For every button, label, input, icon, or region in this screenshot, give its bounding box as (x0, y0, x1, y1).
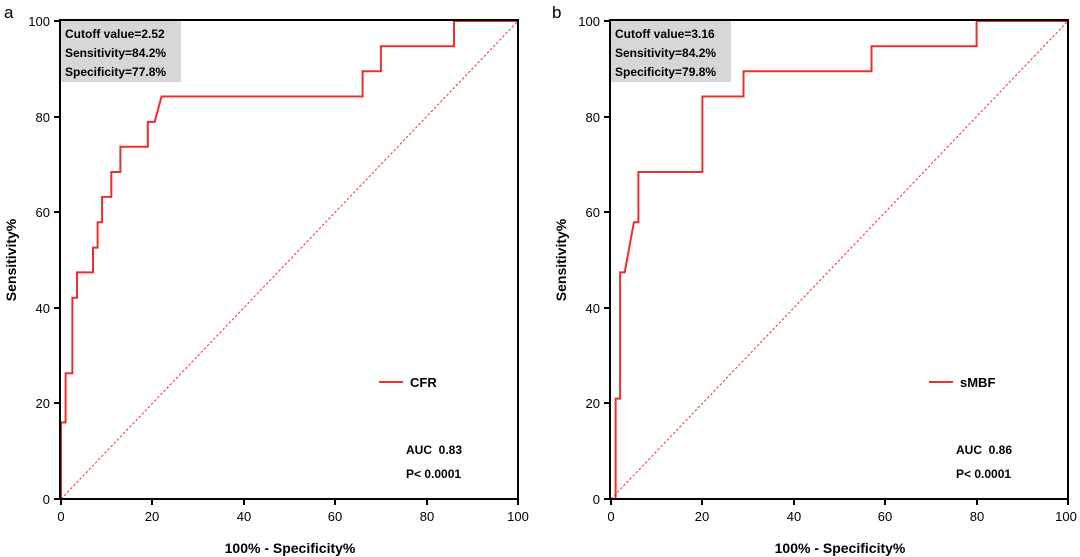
panel-b-plot-frame (609, 19, 1069, 500)
panel-a-sensitivity-text: Sensitivity=84.2% (65, 46, 166, 60)
panel-b-y-ticks: 0 20 40 60 80 100 (578, 14, 611, 507)
y-tick-label: 100 (28, 14, 50, 29)
y-tick-label: 20 (586, 396, 600, 411)
panel-b-reference-line (610, 20, 1069, 500)
x-tick-label: 40 (787, 509, 801, 524)
panel-a-legend: CFR (379, 375, 437, 390)
x-tick-label: 40 (237, 509, 251, 524)
x-tick-label: 60 (878, 509, 892, 524)
y-tick-label: 40 (586, 301, 600, 316)
panel-b: b Cutoff value=3.16 Sensitivity=84.2% Sp… (552, 3, 1077, 556)
panel-a-plot-frame (59, 19, 519, 500)
panel-b-p-value-text: P< 0.0001 (956, 467, 1011, 481)
x-tick-label: 100 (507, 509, 529, 524)
panel-a-info-box (61, 21, 181, 82)
y-tick-label: 60 (586, 205, 600, 220)
x-tick-label: 100 (1055, 509, 1077, 524)
panel-b-roc-curve (611, 20, 1068, 500)
x-tick-label: 20 (145, 509, 159, 524)
panel-a-specificity-text: Specificity=77.8% (65, 65, 166, 79)
panel-a-p-value-text: P< 0.0001 (406, 467, 461, 481)
y-tick-label: 0 (593, 492, 600, 507)
panel-b-info-box (611, 21, 731, 82)
panel-a-y-axis-label: Sensitivity% (3, 218, 19, 301)
x-tick-label: 0 (57, 509, 64, 524)
panel-a-letter: a (4, 3, 14, 22)
x-tick-label: 0 (607, 509, 614, 524)
panel-a-x-axis-label: 100% - Specificity% (225, 540, 356, 556)
panel-b-x-axis-label: 100% - Specificity% (775, 540, 906, 556)
x-tick-label: 80 (970, 509, 984, 524)
panel-a-x-ticks: 0 20 40 60 80 100 (57, 499, 529, 524)
y-tick-label: 40 (36, 301, 50, 316)
y-tick-label: 60 (36, 205, 50, 220)
y-tick-label: 20 (36, 396, 50, 411)
panel-b-legend-label: sMBF (960, 375, 995, 390)
panel-a-reference-line (60, 20, 519, 500)
panel-a-roc-curve (60, 20, 518, 499)
y-tick-label: 80 (586, 110, 600, 125)
y-tick-label: 0 (43, 492, 50, 507)
panel-b-x-ticks: 0 20 40 60 80 100 (607, 499, 1077, 524)
panel-b-legend: sMBF (929, 375, 995, 390)
panel-b-y-axis-label: Sensitivity% (553, 218, 569, 301)
panel-b-letter: b (552, 3, 561, 22)
y-tick-label: 100 (578, 14, 600, 29)
x-tick-label: 20 (695, 509, 709, 524)
panel-a-legend-label: CFR (410, 375, 437, 390)
x-tick-label: 60 (328, 509, 342, 524)
panel-b-cutoff-text: Cutoff value=3.16 (615, 27, 715, 41)
panel-a-y-ticks: 0 20 40 60 80 100 (28, 14, 61, 507)
panel-b-sensitivity-text: Sensitivity=84.2% (615, 46, 716, 60)
panel-a: a Cutoff value=2.52 Sensitivity=84.2% Sp… (3, 3, 529, 556)
y-tick-label: 80 (36, 110, 50, 125)
panel-a-auc-text: AUC 0.83 (406, 443, 462, 457)
panel-b-specificity-text: Specificity=79.8% (615, 65, 716, 79)
panel-a-cutoff-text: Cutoff value=2.52 (65, 27, 165, 41)
x-tick-label: 80 (420, 509, 434, 524)
panel-b-auc-text: AUC 0.86 (956, 443, 1012, 457)
